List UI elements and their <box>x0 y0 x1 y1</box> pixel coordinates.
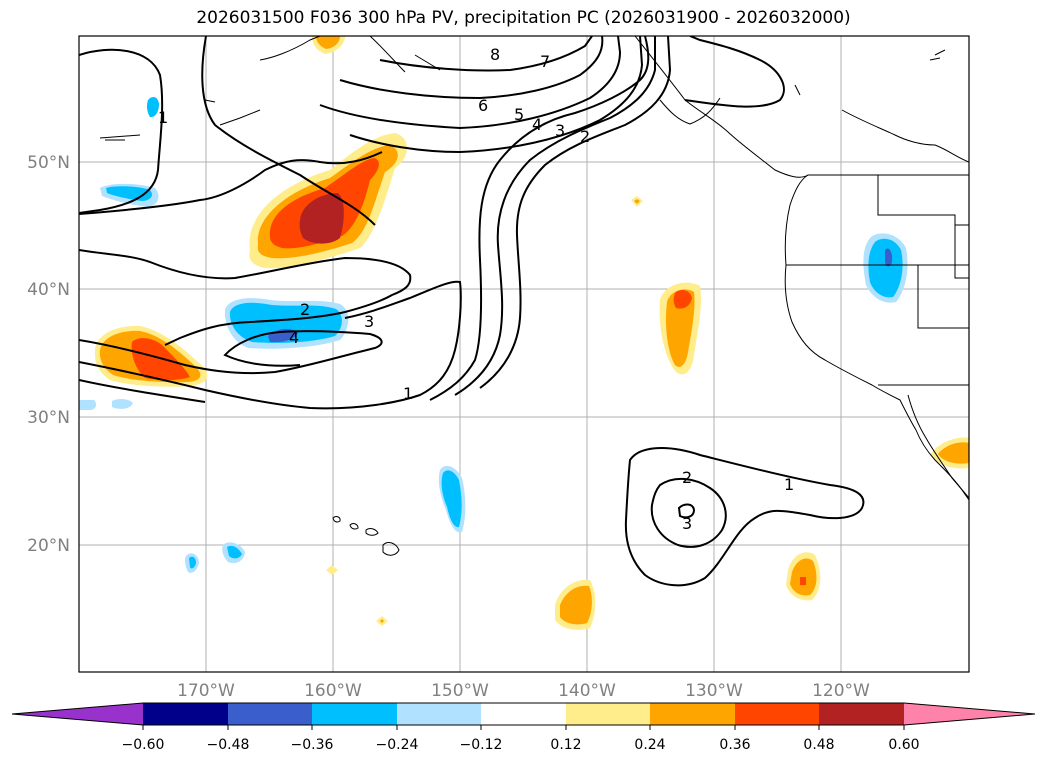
lat-label-20n: 20°N <box>27 536 70 556</box>
colorbar-segment-2 <box>228 703 312 725</box>
pv-contour-labels: 8 7 6 5 4 3 2 1 2 3 4 1 2 3 1 <box>158 45 794 533</box>
pv-label-4: 4 <box>532 115 542 134</box>
colorbar-segment-1 <box>143 703 228 725</box>
lon-label-140w: 140°W <box>558 681 616 701</box>
figure-title: 2026031500 F036 300 hPa PV, precipitatio… <box>196 8 851 28</box>
pv-label-2-central: 2 <box>300 300 310 319</box>
colorbar-tick-label-5: −0.12 <box>460 737 503 753</box>
colorbar-tick-label-8: 0.36 <box>719 737 750 753</box>
lon-label-120w: 120°W <box>812 681 870 701</box>
colorbar-segment-8 <box>735 703 819 725</box>
pv-label-5: 5 <box>514 105 524 124</box>
pv-label-2-east: 2 <box>682 468 692 487</box>
pv-label-3-east: 3 <box>682 514 692 533</box>
pv-label-1: 1 <box>158 108 168 127</box>
lat-label-50n: 50°N <box>27 153 70 173</box>
pv-label-3: 3 <box>555 121 565 140</box>
colorbar-tick-label-4: −0.24 <box>376 737 419 753</box>
colorbar-segment-6 <box>566 703 650 725</box>
lat-label-30n: 30°N <box>27 408 70 428</box>
colorbar-tick-label-1: −0.60 <box>122 737 165 753</box>
gridlines <box>79 36 969 672</box>
colorbar-ticks <box>142 725 905 730</box>
colorbar-tick-label-6: 0.12 <box>550 737 581 753</box>
precip-positive-area-north-pacific <box>249 133 408 269</box>
precip-negative-area-central <box>224 298 349 349</box>
lon-label-130w: 130°W <box>685 681 743 701</box>
colorbar-extend-high <box>904 703 1035 725</box>
colorbar-segment-7 <box>650 703 735 725</box>
colorbar-tick-label-9: 0.48 <box>803 737 834 753</box>
pv-contours <box>79 36 865 587</box>
colorbar-segment-3 <box>312 703 397 725</box>
pv-label-3-central: 3 <box>364 312 374 331</box>
pv-label-6: 6 <box>478 96 488 115</box>
coastlines <box>99 36 969 556</box>
colorbar-segment-9 <box>819 703 904 725</box>
lon-label-150w: 150°W <box>431 681 489 701</box>
pv-label-1-central: 1 <box>403 384 413 403</box>
pv-label-8: 8 <box>490 45 500 64</box>
lat-label-40n: 40°N <box>27 280 70 300</box>
pv-label-4-central: 4 <box>289 328 299 347</box>
pv-label-1-east: 1 <box>784 475 794 494</box>
map-frame <box>78 35 970 673</box>
colorbar-tick-label-10: 0.60 <box>888 737 919 753</box>
colorbar-tick-label-3: −0.36 <box>291 737 334 753</box>
colorbar-segment-5 <box>481 703 566 725</box>
colorbar-extend-low <box>12 703 143 725</box>
pv-label-2: 2 <box>580 127 590 146</box>
lon-label-170w: 170°W <box>177 681 235 701</box>
lon-label-160w: 160°W <box>304 681 362 701</box>
colorbar-tick-label-7: 0.24 <box>634 737 665 753</box>
colorbar-tick-label-2: −0.48 <box>207 737 250 753</box>
precip-small-areas <box>79 36 969 630</box>
pv-label-7: 7 <box>540 52 550 71</box>
colorbar-segment-4 <box>397 703 481 725</box>
